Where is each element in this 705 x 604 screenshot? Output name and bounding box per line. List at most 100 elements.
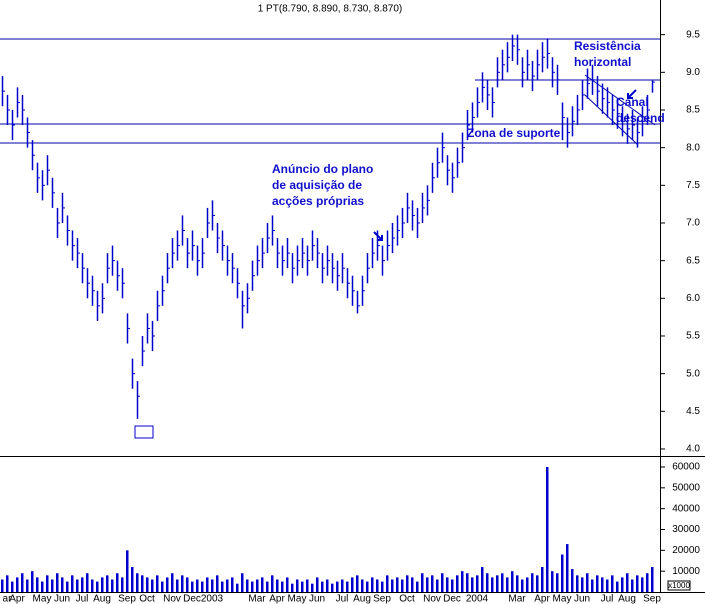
annotation: de aquisição de [272, 178, 362, 192]
volume-bar [546, 467, 549, 592]
volume-bar [486, 573, 489, 592]
volume-bar [466, 573, 469, 592]
volume-bar [141, 575, 144, 592]
x-tick-label: Oct [139, 594, 155, 604]
volume-bar [616, 581, 619, 592]
volume-bar [366, 581, 369, 592]
volume-bar [261, 577, 264, 592]
volume-bar [276, 579, 279, 592]
volume-bar [86, 573, 89, 592]
x-tick-label: Jul [601, 594, 614, 604]
x-tick-label: Nov [423, 594, 441, 604]
x-tick-label: May [33, 594, 52, 604]
volume-bar [456, 575, 459, 592]
volume-bar [256, 579, 259, 592]
y-tick-label: 5.5 [686, 331, 700, 342]
x-tick-label: Apr [269, 594, 285, 604]
x-tick-label: Sep [373, 594, 391, 604]
y-tick-label: 9.0 [686, 67, 700, 78]
annotation: Zona de suporte [467, 126, 561, 140]
volume-bar [556, 573, 559, 592]
x-tick-label: Jul [76, 594, 89, 604]
annotation: acções próprias [272, 194, 364, 208]
volume-bar [11, 581, 14, 592]
volume-bar [291, 583, 294, 592]
volume-bar [51, 579, 54, 592]
volume-bar [416, 581, 419, 592]
volume-bar [501, 573, 504, 592]
volume-bar [406, 575, 409, 592]
x-tick-label: Dec [183, 594, 201, 604]
volume-bar [626, 573, 629, 592]
volume-bar [21, 573, 24, 592]
x-tick-label: 2004 [466, 594, 489, 604]
volume-bar [601, 577, 604, 592]
volume-bar [526, 577, 529, 592]
volume-bar [136, 573, 139, 592]
volume-bar [561, 554, 564, 592]
volume-bar [631, 579, 634, 592]
volume-bar [511, 571, 514, 592]
x-tick-label: Apr [534, 594, 550, 604]
y-tick-label: 60000 [672, 462, 700, 473]
volume-bar [531, 573, 534, 592]
volume-bar [316, 577, 319, 592]
volume-bar [586, 573, 589, 592]
volume-bar [61, 577, 64, 592]
volume-bar [606, 579, 609, 592]
volume-bar [516, 575, 519, 592]
x-tick-label: Sep [643, 594, 661, 604]
x-tick-label: Oct [399, 594, 415, 604]
y-tick-label: 6.0 [686, 293, 700, 304]
volume-bar [31, 571, 34, 592]
volume-bar [101, 577, 104, 592]
volume-bar [471, 577, 474, 592]
volume-bar [266, 581, 269, 592]
volume-bar [186, 577, 189, 592]
volume-bar [106, 575, 109, 592]
x-tick-label: Jun [574, 594, 590, 604]
volume-bar [376, 579, 379, 592]
x-tick-label: Aug [353, 594, 371, 604]
channel-line [584, 74, 656, 126]
volume-bar [176, 579, 179, 592]
x-tick-label: Sep [118, 594, 136, 604]
volume-bar [386, 575, 389, 592]
volume-bar [651, 567, 654, 592]
x-tick-label: Apr [9, 594, 25, 604]
volume-bar [496, 575, 499, 592]
volume-bar [541, 567, 544, 592]
volume-bar [306, 579, 309, 592]
x-tick-label: Mar [248, 594, 266, 604]
volume-bar [311, 583, 314, 592]
volume-bar [166, 577, 169, 592]
x-tick-label: Aug [93, 594, 111, 604]
volume-bar [91, 579, 94, 592]
volume-bar [636, 575, 639, 592]
volume-bar [381, 581, 384, 592]
volume-bar [246, 579, 249, 592]
volume-bar [571, 569, 574, 592]
volume-bar [161, 581, 164, 592]
volume-bar [301, 581, 304, 592]
volume-bar [491, 577, 494, 592]
volume-bar [521, 579, 524, 592]
volume-bar [241, 573, 244, 592]
x-tick-label: Jul [336, 594, 349, 604]
volume-bar [201, 581, 204, 592]
volume-bar [596, 575, 599, 592]
volume-bar [111, 579, 114, 592]
volume-bar [351, 577, 354, 592]
x-tick-label: May [288, 594, 307, 604]
volume-bar [481, 567, 484, 592]
volume-bar [236, 583, 239, 592]
volume-bar [146, 577, 149, 592]
chart-title: 1 PT(8.790, 8.890, 8.730, 8.870) [258, 4, 403, 15]
volume-bar [281, 581, 284, 592]
volume-bar [131, 567, 134, 592]
x-tick-label: Dec [443, 594, 461, 604]
volume-bar [396, 577, 399, 592]
volume-bar [81, 577, 84, 592]
y-tick-label: 10000 [672, 566, 700, 577]
volume-bar [426, 577, 429, 592]
